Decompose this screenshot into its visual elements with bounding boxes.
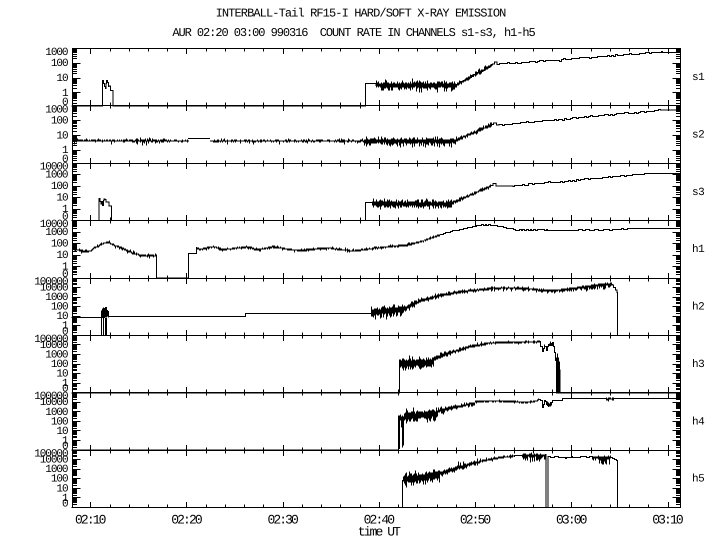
svg-text:10000: 10000 [40,162,68,174]
svg-text:03:10: 03:10 [652,513,683,528]
svg-text:0: 0 [62,212,68,224]
svg-text:100: 100 [51,58,68,70]
svg-text:10: 10 [56,130,68,142]
svg-text:100: 100 [51,359,68,371]
svg-text:AUR 02:20 03:00 990316 COUNT: AUR 02:20 03:00 990316 COUNT RATE IN CHA… [172,26,535,40]
svg-text:02:50: 02:50 [460,513,491,528]
svg-text:0: 0 [62,154,68,166]
svg-text:1: 1 [62,435,69,447]
svg-text:02:30: 02:30 [267,513,298,528]
svg-text:1: 1 [62,378,69,390]
svg-text:1: 1 [62,493,69,505]
svg-text:h5: h5 [692,474,704,486]
svg-text:1000: 1000 [45,104,68,116]
svg-text:100000: 100000 [34,334,68,346]
svg-text:02:10: 02:10 [75,513,106,528]
svg-text:1: 1 [62,204,69,216]
svg-text:h4: h4 [692,416,705,428]
svg-text:10: 10 [56,193,68,205]
svg-text:s2: s2 [692,129,704,141]
svg-text:1000: 1000 [45,292,68,304]
svg-text:02:20: 02:20 [171,513,202,528]
svg-text:1000: 1000 [45,47,68,59]
svg-text:10: 10 [56,369,68,381]
svg-text:03:00: 03:00 [556,513,587,528]
svg-text:10: 10 [56,311,68,323]
svg-text:1: 1 [62,321,69,333]
svg-text:time UT: time UT [358,525,401,540]
svg-text:100: 100 [51,181,68,193]
svg-text:1000: 1000 [45,227,68,239]
svg-text:100: 100 [51,416,68,428]
svg-text:10000: 10000 [40,282,68,294]
svg-text:10000: 10000 [40,219,68,231]
svg-text:h2: h2 [692,302,704,314]
svg-text:10000: 10000 [40,455,68,467]
svg-text:100000: 100000 [34,449,68,461]
svg-text:0: 0 [62,441,68,453]
svg-text:100000: 100000 [34,276,68,288]
svg-text:s1: s1 [692,72,705,84]
svg-text:1: 1 [62,88,69,100]
svg-text:100: 100 [51,116,68,128]
svg-text:INTERBALL-Tail RF15-I HARD/SOF: INTERBALL-Tail RF15-I HARD/SOFT X-RAY EM… [216,7,507,21]
svg-text:100: 100 [51,474,68,486]
svg-text:10000: 10000 [40,340,68,352]
svg-text:100: 100 [51,238,68,250]
svg-text:0: 0 [62,97,68,109]
svg-text:0: 0 [62,498,68,510]
svg-text:1: 1 [62,261,69,273]
svg-text:1000: 1000 [45,464,68,476]
svg-text:1000: 1000 [45,407,68,419]
svg-text:100: 100 [51,302,68,314]
svg-text:10000: 10000 [40,397,68,409]
svg-text:10: 10 [56,426,68,438]
svg-text:h3: h3 [692,359,704,371]
svg-text:0: 0 [62,269,68,281]
svg-text:1000: 1000 [45,170,68,182]
svg-text:10: 10 [56,483,68,495]
svg-text:02:40: 02:40 [364,513,395,528]
svg-text:10: 10 [56,250,68,262]
svg-text:10: 10 [56,73,68,85]
svg-text:1000: 1000 [45,349,68,361]
svg-text:h1: h1 [692,244,705,256]
svg-text:0: 0 [62,384,68,396]
svg-text:s3: s3 [692,187,704,199]
svg-text:100000: 100000 [34,391,68,403]
svg-text:0: 0 [62,326,68,338]
svg-text:1: 1 [62,145,69,157]
